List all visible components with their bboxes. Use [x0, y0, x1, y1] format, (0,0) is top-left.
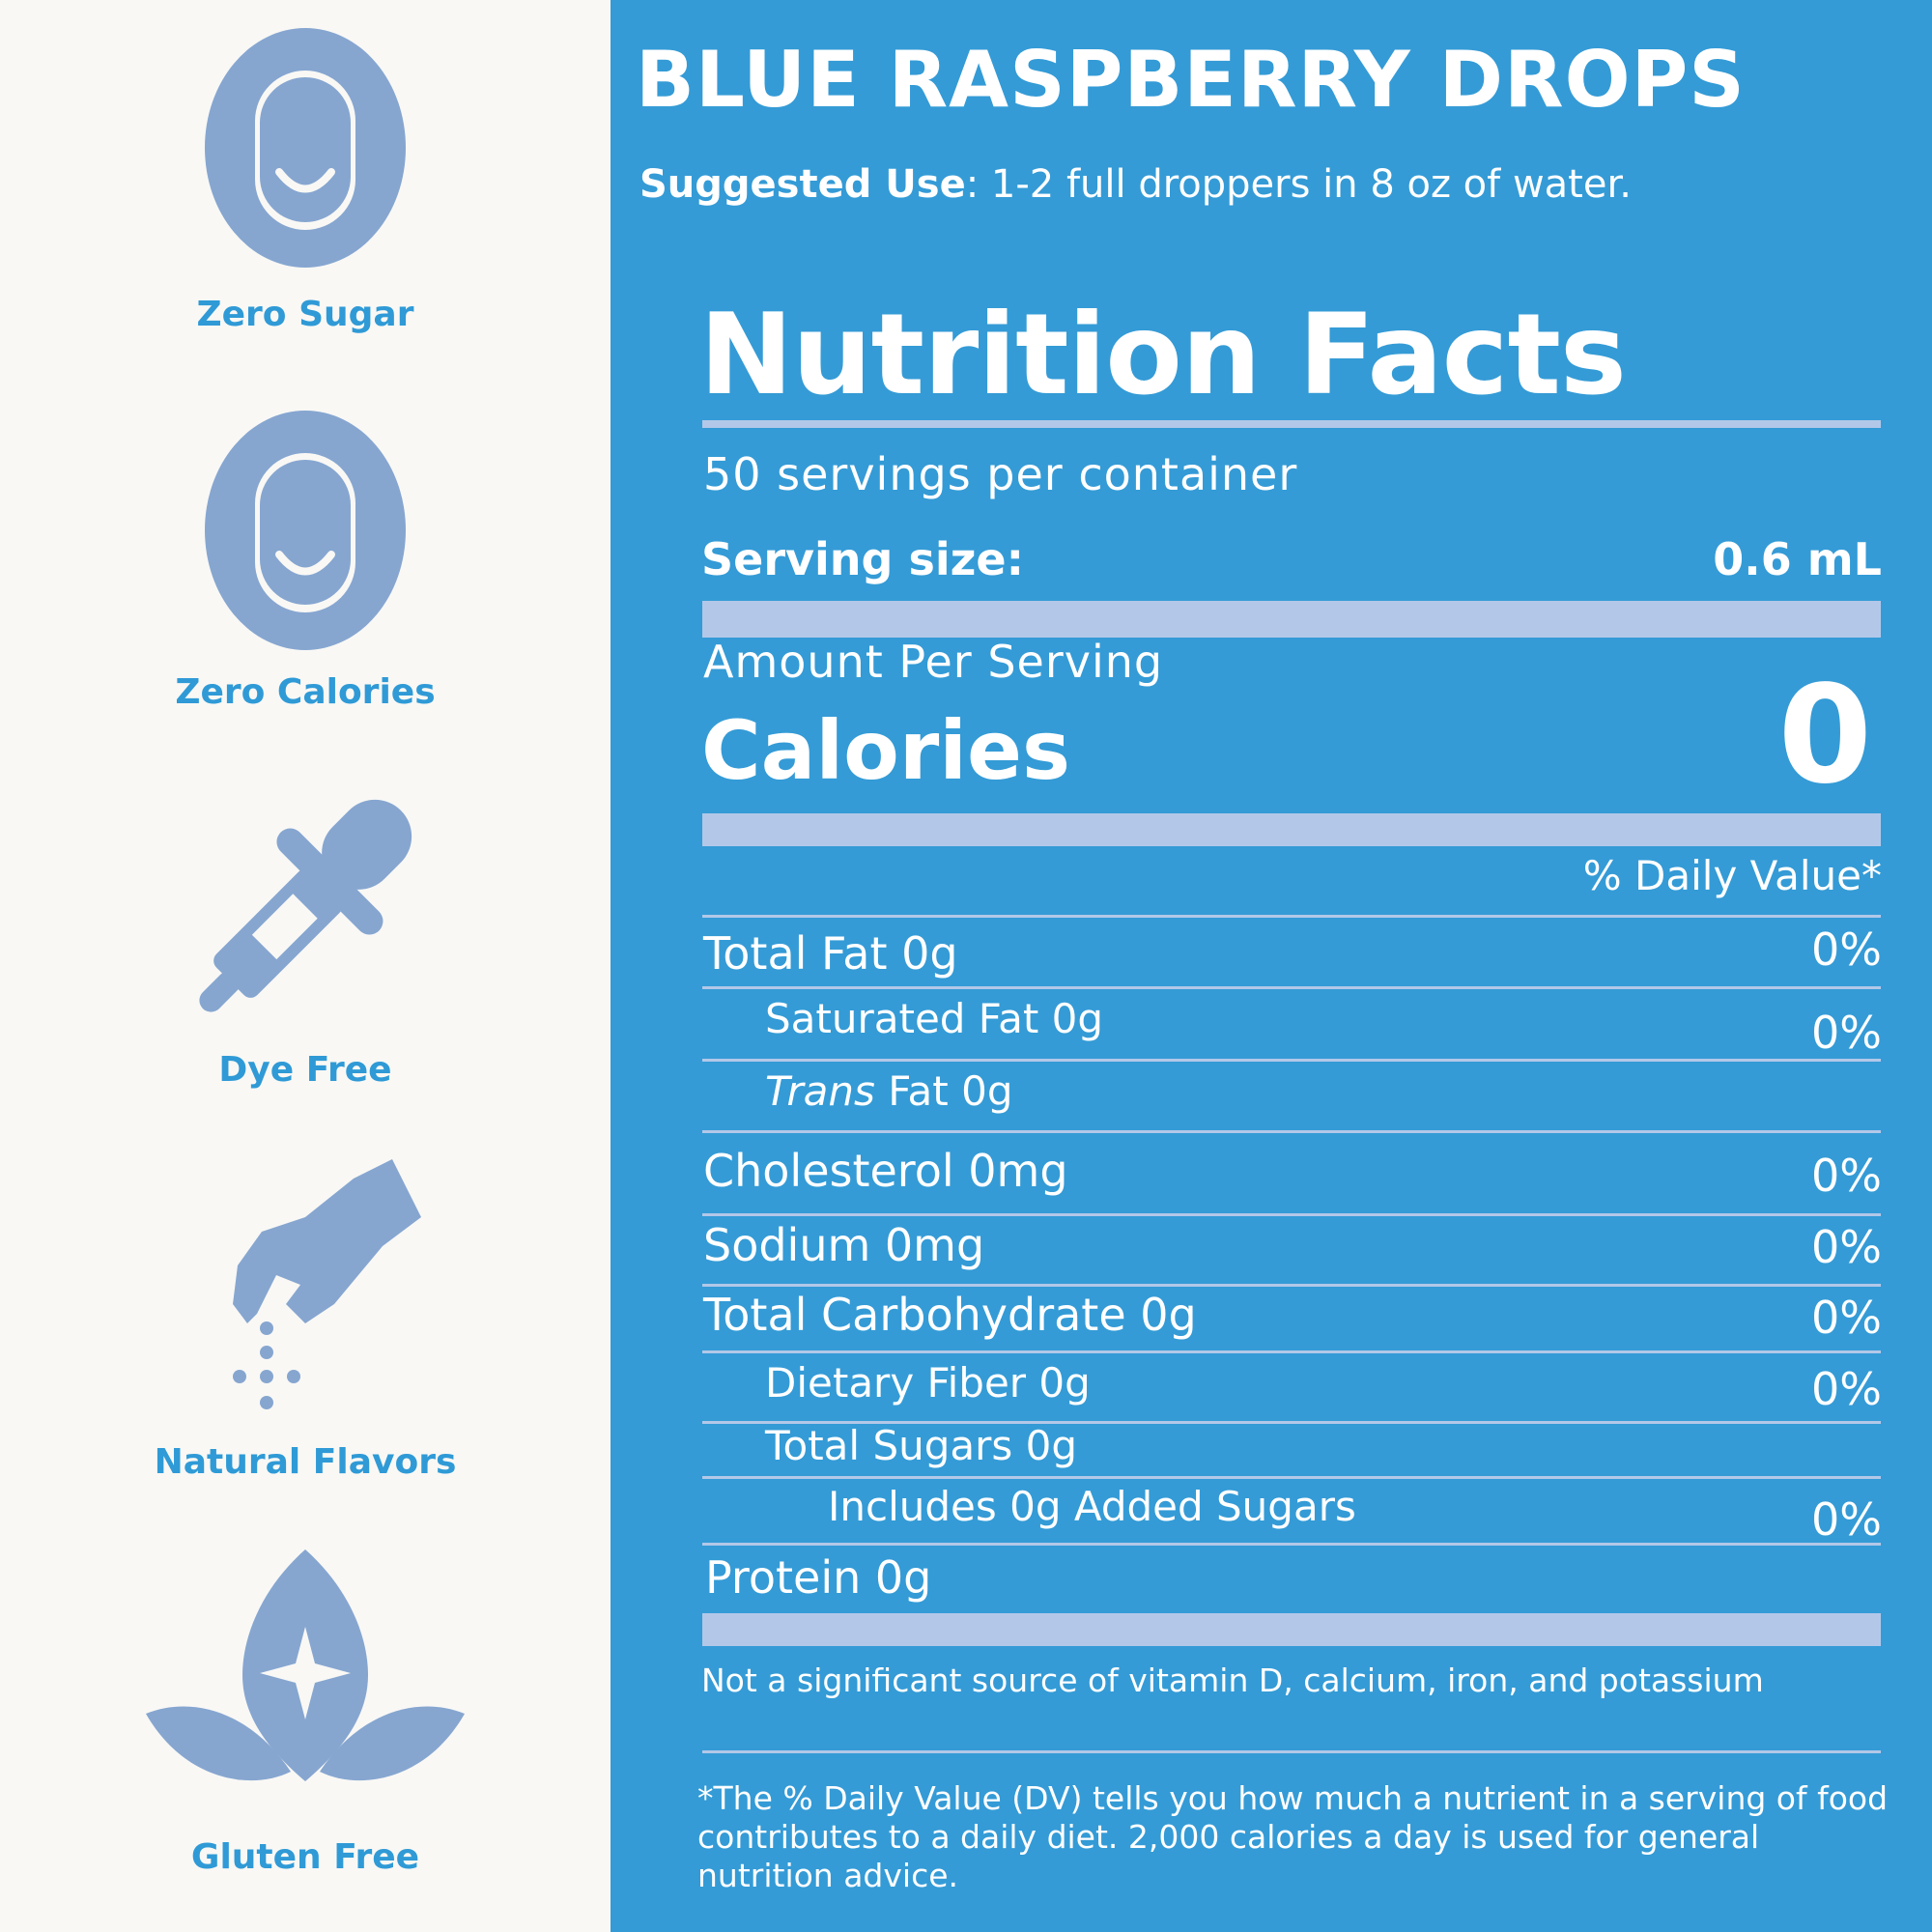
nutrition-panel: BLUE RASPBERRY DROPS Suggested Use: 1-2 … [611, 0, 1932, 1932]
feature-badges-panel: Zero Sugar Zero Calories Dye Free [0, 0, 611, 1932]
nutrient-label: Total Fat 0g [703, 927, 958, 980]
badge-zero-calories [0, 410, 611, 651]
divider [702, 1213, 1881, 1216]
badge-zero-sugar [0, 27, 611, 269]
divider [702, 420, 1881, 428]
divider [702, 1750, 1881, 1753]
nutrition-facts-title: Nutrition Facts [699, 290, 1627, 420]
servings-per-container: 50 servings per container [703, 448, 1298, 500]
nutrient-dv: 0% [1811, 1007, 1882, 1059]
nutrient-dv: 0% [1811, 1493, 1882, 1546]
badge-label: Zero Sugar [196, 295, 414, 334]
badge-label: Gluten Free [190, 1837, 420, 1877]
amount-per-serving: Amount Per Serving [703, 636, 1164, 688]
nutrient-dv: 0% [1811, 923, 1882, 976]
nutrient-label: Protein 0g [705, 1551, 932, 1604]
nutrient-label: Cholesterol 0mg [703, 1145, 1068, 1197]
nutrient-label-trans-fat: Trans Fat 0g [765, 1067, 1013, 1115]
divider [702, 1421, 1881, 1424]
badge-natural-flavors [0, 1159, 611, 1410]
divider-thick [702, 813, 1881, 846]
nutrient-dv: 0% [1811, 1221, 1882, 1273]
calories-label: Calories [701, 703, 1071, 798]
nutrient-dv: 0% [1811, 1292, 1882, 1344]
badge-gluten-free [0, 1549, 611, 1791]
badge-label: Natural Flavors [154, 1442, 457, 1482]
divider [702, 1284, 1881, 1287]
daily-value-header: % Daily Value* [1582, 852, 1882, 899]
vitamins-footnote: Not a significant source of vitamin D, c… [701, 1662, 1764, 1699]
suggested-use-text: : 1-2 full droppers in 8 oz of water. [965, 162, 1632, 207]
divider-thick [702, 1613, 1881, 1646]
nutrient-label: Saturated Fat 0g [765, 995, 1104, 1042]
nutrient-dv: 0% [1811, 1363, 1882, 1415]
serving-size-label: Serving size: [701, 533, 1024, 585]
divider [702, 986, 1881, 989]
zero-icon [205, 28, 406, 268]
leaf-sparkle-icon [146, 1549, 465, 1781]
divider [702, 1130, 1881, 1133]
divider [702, 915, 1881, 918]
serving-size-value: 0.6 mL [1713, 533, 1882, 585]
badge-dye-free [0, 781, 611, 1032]
divider [702, 1059, 1881, 1062]
nutrient-label: Total Sugars 0g [765, 1422, 1077, 1469]
badge-label: Zero Calories [175, 672, 436, 712]
nutrient-dv: 0% [1811, 1150, 1882, 1202]
divider [702, 1350, 1881, 1353]
divider [702, 1476, 1881, 1479]
daily-value-footnote: *The % Daily Value (DV) tells you how mu… [697, 1779, 1889, 1894]
trans-italic: Trans [765, 1067, 875, 1115]
suggested-use-label: Suggested Use [639, 162, 966, 207]
zero-icon [205, 411, 406, 650]
suggested-use: Suggested Use: 1-2 full droppers in 8 oz… [639, 162, 1632, 207]
product-title: BLUE RASPBERRY DROPS [636, 35, 1746, 125]
dropper-icon [199, 799, 412, 1012]
nutrient-label: Total Carbohydrate 0g [703, 1289, 1197, 1341]
divider-thick [702, 601, 1881, 638]
nutrient-label: Sodium 0mg [703, 1219, 985, 1271]
calories-value: 0 [1777, 657, 1872, 814]
divider [702, 1543, 1881, 1546]
hand-sprinkle-icon [233, 1159, 421, 1409]
badge-label: Dye Free [218, 1050, 392, 1090]
nutrient-label: Dietary Fiber 0g [765, 1359, 1091, 1406]
nutrient-label: Includes 0g Added Sugars [828, 1483, 1356, 1530]
